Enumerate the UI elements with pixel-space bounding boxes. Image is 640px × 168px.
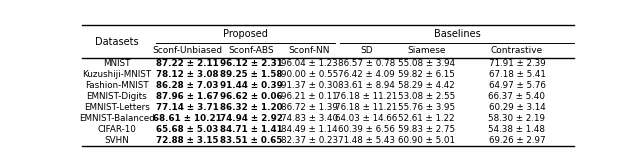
Text: 96.21 ± 0.11: 96.21 ± 0.11	[281, 92, 338, 101]
Text: Sconf-Unbiased: Sconf-Unbiased	[152, 46, 223, 55]
Text: 60.90 ± 5.01: 60.90 ± 5.01	[398, 136, 455, 145]
Text: 74.83 ± 3.40: 74.83 ± 3.40	[281, 114, 338, 123]
Text: 55.08 ± 3.94: 55.08 ± 3.94	[398, 59, 455, 68]
Text: SVHN: SVHN	[104, 136, 129, 145]
Text: 53.08 ± 2.55: 53.08 ± 2.55	[398, 92, 455, 101]
Text: Baselines: Baselines	[433, 29, 481, 39]
Text: 68.61 ± 10.21: 68.61 ± 10.21	[153, 114, 221, 123]
Text: 76.18 ± 11.21: 76.18 ± 11.21	[335, 92, 397, 101]
Text: 86.72 ± 1.39: 86.72 ± 1.39	[281, 103, 338, 112]
Text: Sconf-NN: Sconf-NN	[289, 46, 330, 55]
Text: 96.62 ± 0.06: 96.62 ± 0.06	[220, 92, 282, 101]
Text: 74.94 ± 2.92: 74.94 ± 2.92	[220, 114, 282, 123]
Text: CIFAR-10: CIFAR-10	[97, 125, 136, 134]
Text: 87.96 ± 1.67: 87.96 ± 1.67	[156, 92, 219, 101]
Text: 76.42 ± 4.09: 76.42 ± 4.09	[338, 70, 395, 79]
Text: 96.04 ± 1.23: 96.04 ± 1.23	[281, 59, 338, 68]
Text: 65.68 ± 5.03: 65.68 ± 5.03	[156, 125, 219, 134]
Text: 89.25 ± 1.58: 89.25 ± 1.58	[220, 70, 282, 79]
Text: 96.12 ± 2.31: 96.12 ± 2.31	[220, 59, 282, 68]
Text: Siamese: Siamese	[407, 46, 445, 55]
Text: 64.97 ± 5.76: 64.97 ± 5.76	[488, 81, 545, 90]
Text: 52.61 ± 1.22: 52.61 ± 1.22	[398, 114, 455, 123]
Text: 60.39 ± 6.56: 60.39 ± 6.56	[338, 125, 395, 134]
Text: 59.82 ± 6.15: 59.82 ± 6.15	[398, 70, 455, 79]
Text: 82.37 ± 0.23: 82.37 ± 0.23	[281, 136, 338, 145]
Text: 58.30 ± 2.19: 58.30 ± 2.19	[488, 114, 545, 123]
Text: 76.18 ± 11.21: 76.18 ± 11.21	[335, 103, 397, 112]
Text: 86.28 ± 7.03: 86.28 ± 7.03	[156, 81, 219, 90]
Text: Datasets: Datasets	[95, 37, 138, 47]
Text: 90.00 ± 0.55: 90.00 ± 0.55	[281, 70, 338, 79]
Text: 59.83 ± 2.75: 59.83 ± 2.75	[398, 125, 455, 134]
Text: 78.12 ± 3.08: 78.12 ± 3.08	[156, 70, 219, 79]
Text: 84.71 ± 1.41: 84.71 ± 1.41	[220, 125, 282, 134]
Text: 71.48 ± 5.43: 71.48 ± 5.43	[338, 136, 395, 145]
Text: 72.88 ± 3.15: 72.88 ± 3.15	[156, 136, 219, 145]
Text: 55.76 ± 3.95: 55.76 ± 3.95	[398, 103, 455, 112]
Text: EMNIST-Letters: EMNIST-Letters	[84, 103, 150, 112]
Text: 83.61 ± 8.94: 83.61 ± 8.94	[338, 81, 395, 90]
Text: 64.03 ± 14.66: 64.03 ± 14.66	[335, 114, 397, 123]
Text: 86.57 ± 0.78: 86.57 ± 0.78	[338, 59, 395, 68]
Text: EMNIST-Digits: EMNIST-Digits	[86, 92, 147, 101]
Text: Fashion-MNIST: Fashion-MNIST	[85, 81, 148, 90]
Text: 54.38 ± 1.48: 54.38 ± 1.48	[488, 125, 545, 134]
Text: 69.26 ± 2.97: 69.26 ± 2.97	[489, 136, 545, 145]
Text: 77.14 ± 3.71: 77.14 ± 3.71	[156, 103, 219, 112]
Text: Proposed: Proposed	[223, 29, 268, 39]
Text: EMNIST-Balanced: EMNIST-Balanced	[79, 114, 155, 123]
Text: Kuzushiji-MNIST: Kuzushiji-MNIST	[82, 70, 151, 79]
Text: 84.49 ± 1.14: 84.49 ± 1.14	[281, 125, 338, 134]
Text: 87.22 ± 2.11: 87.22 ± 2.11	[156, 59, 219, 68]
Text: 60.29 ± 3.14: 60.29 ± 3.14	[488, 103, 545, 112]
Text: Sconf-ABS: Sconf-ABS	[228, 46, 274, 55]
Text: 66.37 ± 5.40: 66.37 ± 5.40	[488, 92, 545, 101]
Text: 71.91 ± 2.39: 71.91 ± 2.39	[488, 59, 545, 68]
Text: 91.37 ± 0.30: 91.37 ± 0.30	[281, 81, 338, 90]
Text: 67.18 ± 5.41: 67.18 ± 5.41	[488, 70, 545, 79]
Text: Contrastive: Contrastive	[491, 46, 543, 55]
Text: MNIST: MNIST	[103, 59, 131, 68]
Text: 83.51 ± 0.65: 83.51 ± 0.65	[220, 136, 282, 145]
Text: 91.44 ± 0.39: 91.44 ± 0.39	[220, 81, 282, 90]
Text: SD: SD	[360, 46, 372, 55]
Text: 58.29 ± 4.42: 58.29 ± 4.42	[398, 81, 455, 90]
Text: 86.32 ± 1.20: 86.32 ± 1.20	[220, 103, 282, 112]
